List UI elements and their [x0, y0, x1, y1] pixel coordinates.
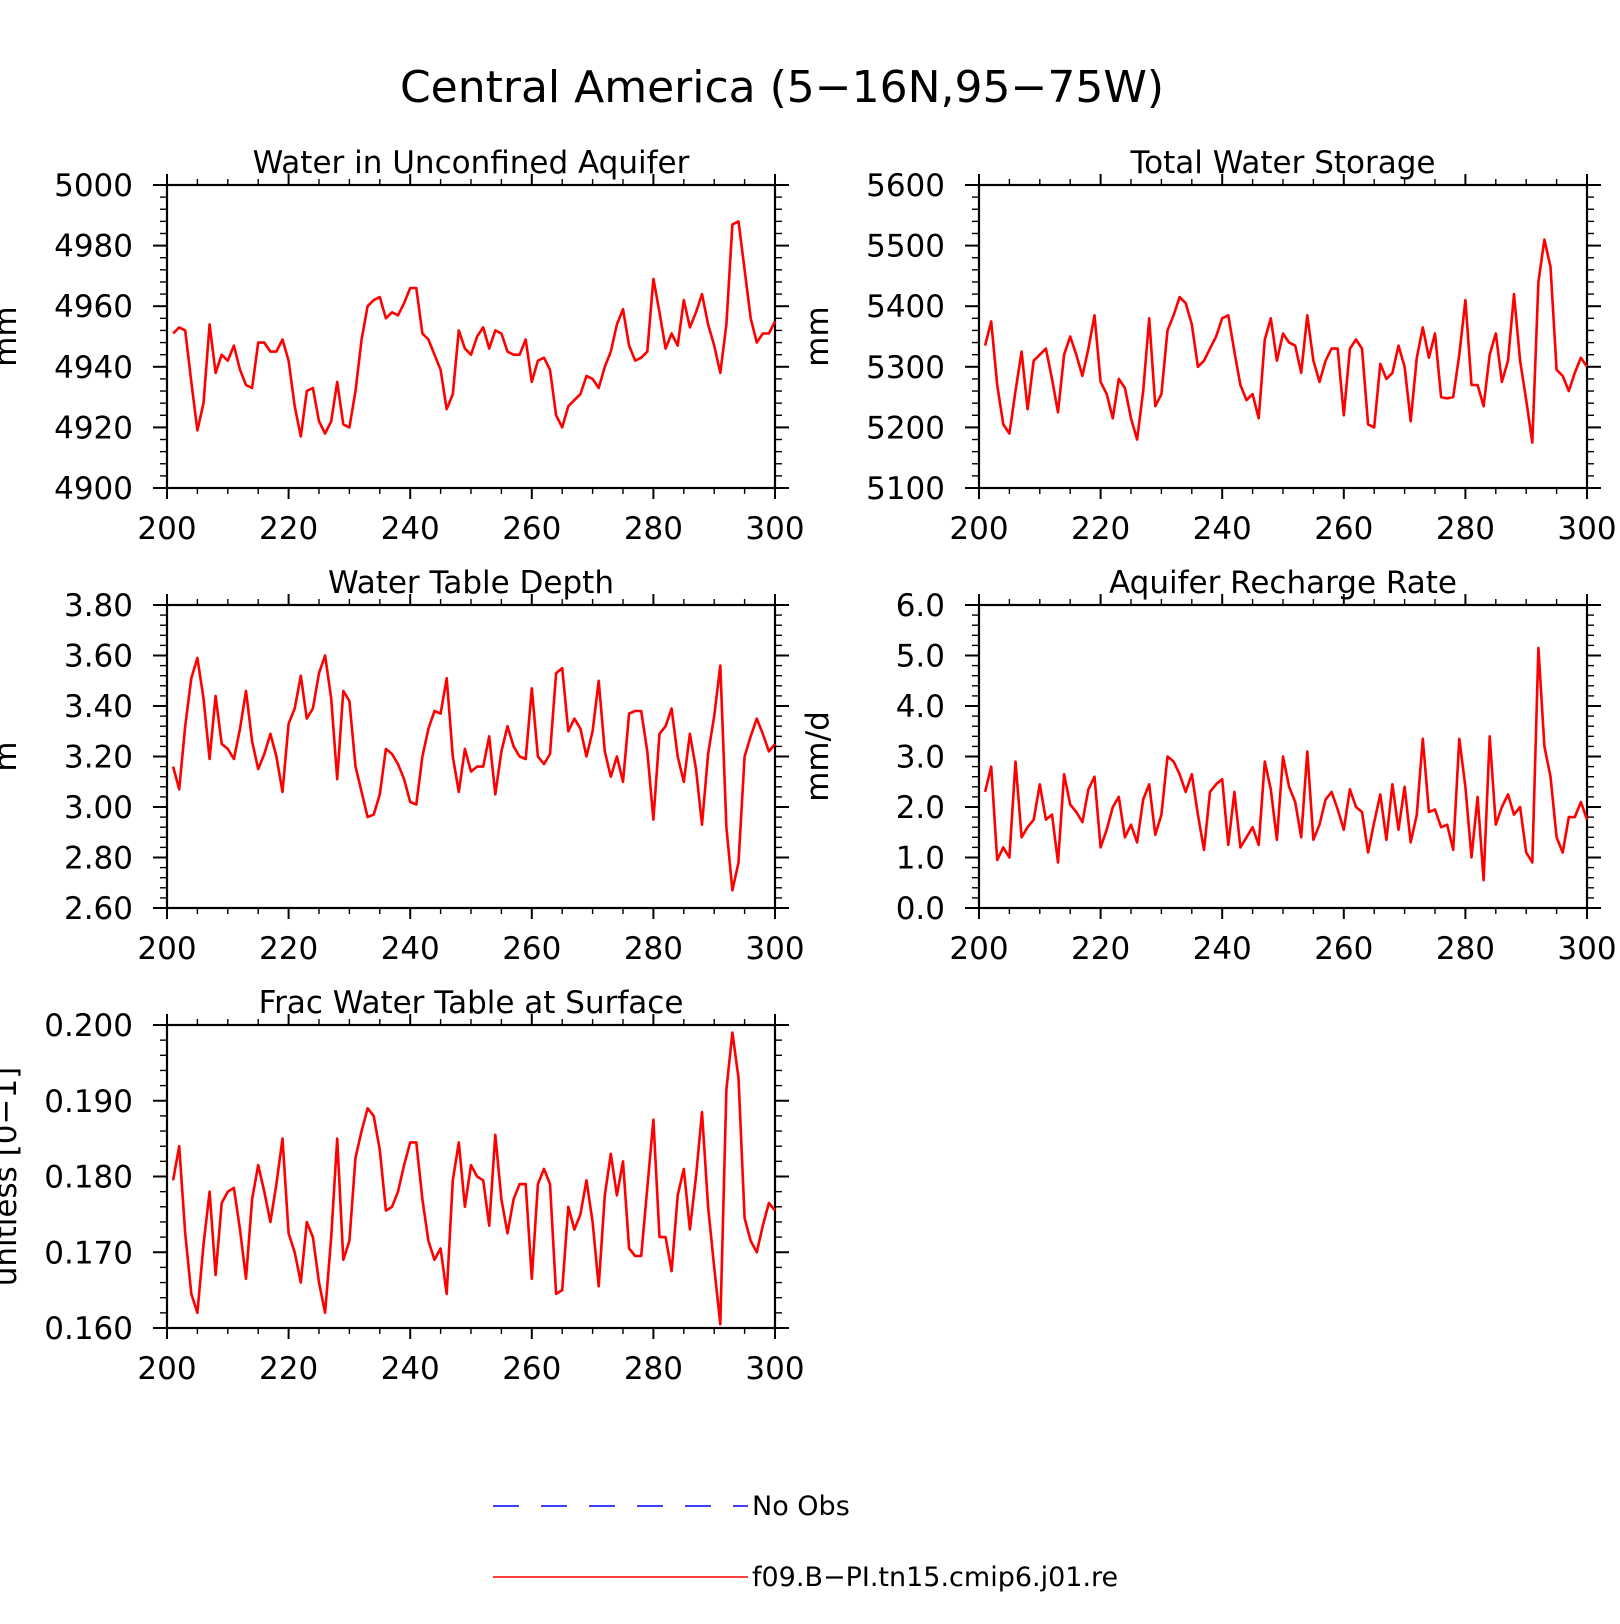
x-tick-label: 260: [502, 511, 561, 547]
x-tick-label: 300: [745, 1351, 804, 1387]
series-line: [983, 238, 1589, 444]
y-tick-label: 3.00: [64, 790, 133, 826]
y-axis-label: m: [0, 741, 24, 771]
x-tick-label: 260: [1314, 511, 1373, 547]
x-tick-label: 300: [745, 511, 804, 547]
x-tick-label: 240: [381, 1351, 440, 1387]
y-tick-label: 4900: [54, 471, 133, 507]
y-tick-label: 5300: [866, 350, 945, 386]
y-tick-label: 4980: [54, 229, 133, 265]
y-tick-label: 5600: [866, 168, 945, 204]
y-tick-label: 5100: [866, 471, 945, 507]
y-tick-label: 3.60: [64, 639, 133, 675]
x-tick-label: 200: [137, 1351, 196, 1387]
panels: Water in Unconfined Aquifer 200 220 240 260 2…: [0, 145, 1617, 1387]
x-tick-label: 260: [1314, 931, 1373, 967]
y-tick-label: 0.170: [44, 1235, 133, 1271]
x-tick-label: 220: [259, 1351, 318, 1387]
y-tick-label: 4940: [54, 350, 133, 386]
x-tick-label: 280: [1436, 511, 1495, 547]
y-axis-label: mm: [800, 306, 836, 366]
y-tick-label: 6.0: [896, 588, 945, 624]
panel-title: Total Water Storage: [1129, 145, 1435, 181]
y-tick-label: 3.40: [64, 689, 133, 725]
x-tick-label: 240: [1193, 511, 1252, 547]
x-tick-label: 220: [259, 511, 318, 547]
x-tick-label: 200: [137, 511, 196, 547]
panel-title: Frac Water Table at Surface: [259, 985, 684, 1021]
x-tick-label: 260: [502, 1351, 561, 1387]
x-tick-label: 280: [624, 931, 683, 967]
y-tick-label: 0.180: [44, 1160, 133, 1196]
series-line: [983, 646, 1589, 882]
plot-frame: [165, 183, 777, 490]
series-line: [171, 654, 777, 892]
y-tick-label: 5.0: [896, 639, 945, 675]
x-tick-label: 280: [624, 511, 683, 547]
legend: No Obs f09.B−PI.tn15.cmip6.j01.re: [493, 1491, 1118, 1593]
x-tick-label: 220: [1071, 511, 1130, 547]
panel-title: Aquifer Recharge Rate: [1109, 565, 1457, 601]
chart-panel-3: Water Table Depth 200 220 240 260 280 300 2.60 2…: [0, 565, 805, 967]
series-line: [171, 1031, 777, 1326]
y-tick-label: 0.160: [44, 1311, 133, 1347]
x-tick-label: 300: [1557, 511, 1616, 547]
y-axis-label: mm/d: [800, 711, 836, 802]
y-tick-label: 5500: [866, 229, 945, 265]
series-line: [172, 220, 777, 438]
y-tick-label: 0.190: [44, 1084, 133, 1120]
chart-panel-4: Aquifer Recharge Rate 200 220 240 260 280 300 0…: [800, 565, 1617, 967]
y-tick-label: 4960: [54, 289, 133, 325]
y-tick-label: 5200: [866, 410, 945, 446]
legend-model-label: f09.B−PI.tn15.cmip6.j01.re: [752, 1562, 1118, 1593]
y-tick-label: 4920: [54, 410, 133, 446]
x-tick-label: 240: [1193, 931, 1252, 967]
y-tick-label: 2.0: [896, 790, 945, 826]
chart-panel-1: Water in Unconfined Aquifer 200 220 240 260 2…: [0, 145, 805, 547]
x-tick-label: 260: [502, 931, 561, 967]
x-tick-label: 300: [745, 931, 804, 967]
y-tick-label: 3.20: [64, 740, 133, 776]
y-tick-label: 1.0: [896, 841, 945, 877]
y-tick-label: 4.0: [896, 689, 945, 725]
chart-panel-5: Frac Water Table at Surface 200 220 240 260 2…: [0, 985, 805, 1387]
x-tick-label: 200: [949, 931, 1008, 967]
y-tick-label: 5400: [866, 289, 945, 325]
y-tick-label: 3.80: [64, 588, 133, 624]
figure-title: Central America (5−16N,95−75W): [400, 62, 1164, 113]
x-tick-label: 280: [1436, 931, 1495, 967]
panel-title: Water in Unconfined Aquifer: [253, 145, 690, 181]
y-tick-label: 5000: [54, 168, 133, 204]
plot-frame: [165, 603, 777, 910]
x-tick-label: 200: [137, 931, 196, 967]
y-axis-label: mm: [0, 306, 24, 366]
x-tick-label: 200: [949, 511, 1008, 547]
x-tick-label: 240: [381, 511, 440, 547]
x-tick-label: 240: [381, 931, 440, 967]
y-tick-label: 2.60: [64, 891, 133, 927]
x-tick-label: 280: [624, 1351, 683, 1387]
y-tick-label: 2.80: [64, 841, 133, 877]
x-tick-label: 300: [1557, 931, 1616, 967]
y-tick-label: 3.0: [896, 740, 945, 776]
y-axis-label: unitless [0−1]: [0, 1067, 24, 1287]
y-tick-label: 0.200: [44, 1008, 133, 1044]
legend-no-obs-label: No Obs: [752, 1491, 850, 1522]
chart-panel-2: Total Water Storage 200 220 240 260 280 300 510…: [800, 145, 1617, 547]
x-tick-label: 220: [1071, 931, 1130, 967]
panel-title: Water Table Depth: [328, 565, 614, 601]
x-tick-label: 220: [259, 931, 318, 967]
y-tick-label: 0.0: [896, 891, 945, 927]
